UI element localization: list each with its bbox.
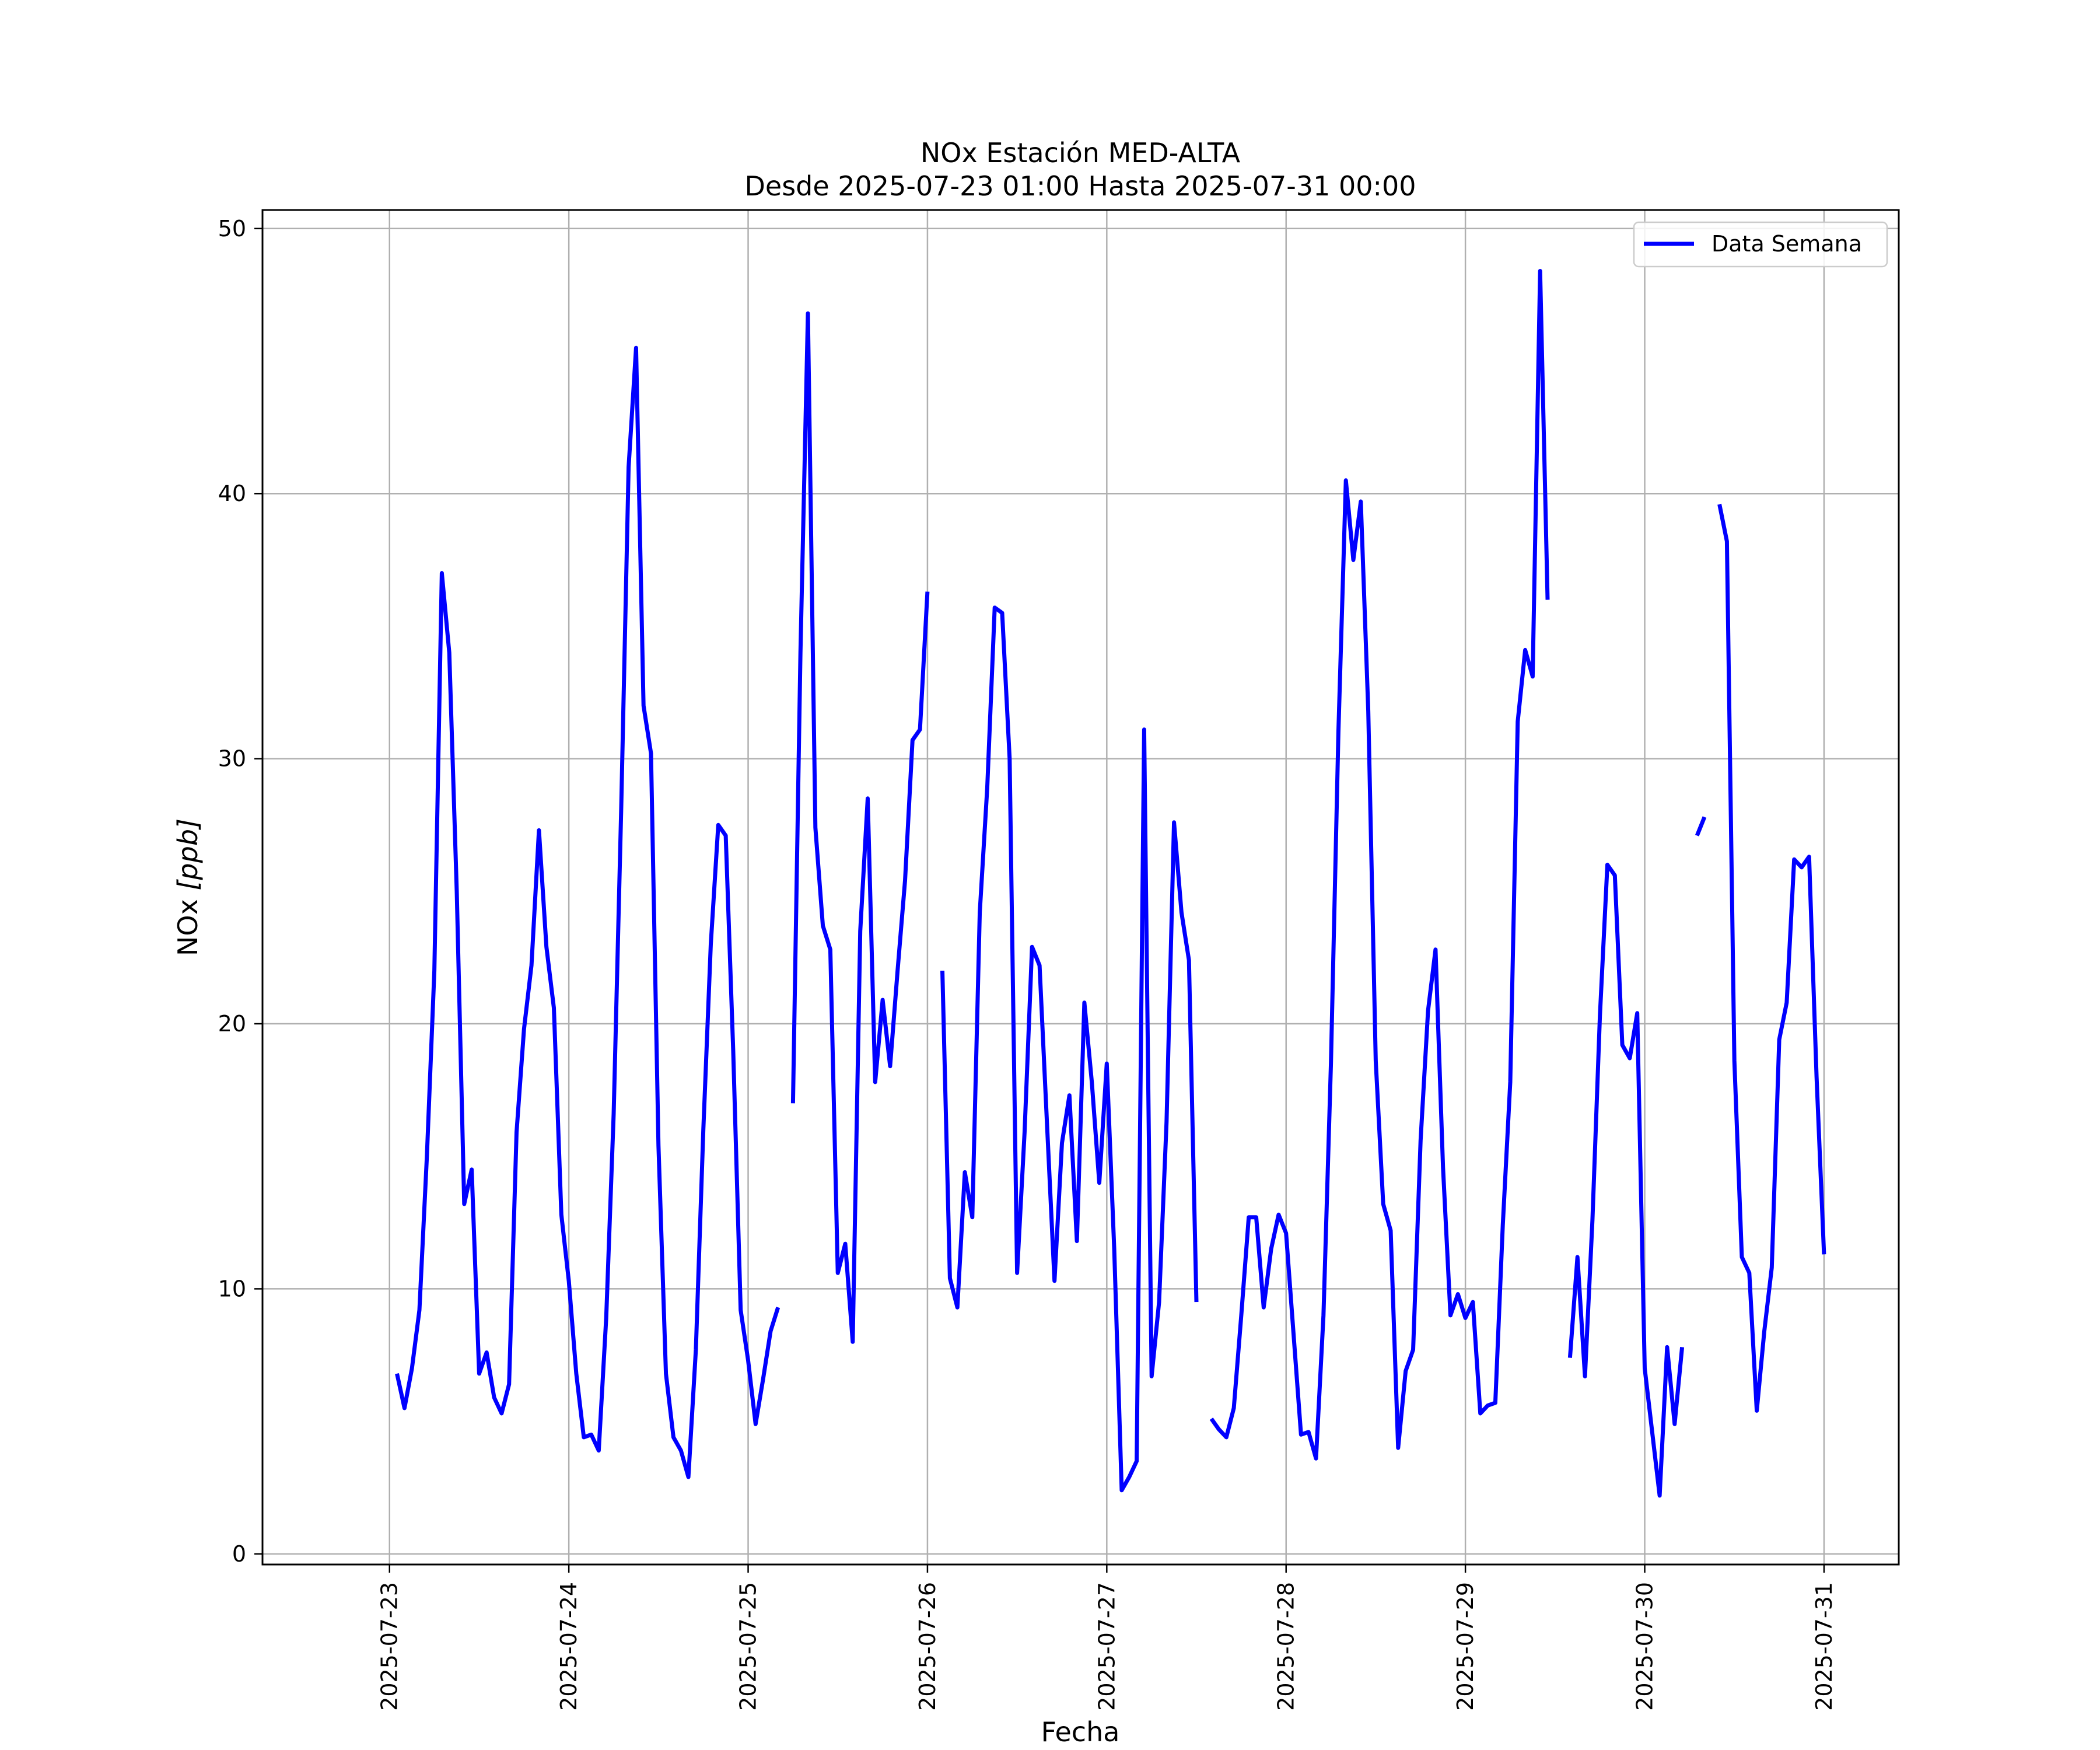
- axis-ticks: 2025-07-23 2025-07-24 2025-07-25 2025-07-26…: [218, 216, 1837, 1711]
- y-axis-label-main: NOx: [172, 891, 204, 956]
- x-tick-label: 2025-07-27: [1094, 1582, 1119, 1711]
- plot-area-frame: [261, 209, 1900, 1566]
- series-line-segment: [1717, 503, 1826, 1413]
- x-tick-label: 2025-07-29: [1452, 1582, 1478, 1711]
- grid-lines: [262, 210, 1899, 1564]
- x-tick-label: 2025-07-23: [377, 1582, 402, 1711]
- series-line-segment: [940, 606, 1199, 1493]
- x-tick-label: 2025-07-28: [1273, 1582, 1299, 1711]
- y-tick-label: 50: [218, 216, 246, 242]
- series-line-segment: [1209, 269, 1550, 1461]
- series-line-segment: [395, 345, 780, 1479]
- chart-subtitle: Desde 2025-07-23 01:00 Hasta 2025-07-31 …: [744, 170, 1416, 202]
- x-tick-label: 2025-07-25: [736, 1582, 761, 1711]
- x-tick-label: 2025-07-26: [915, 1582, 940, 1711]
- legend: Data Semana: [1633, 221, 1888, 268]
- y-tick-label: 30: [218, 746, 246, 772]
- legend-box: [1633, 221, 1888, 268]
- series-lines: [395, 269, 1826, 1498]
- x-axis-label: Fecha: [1041, 1716, 1120, 1748]
- y-axis-label: NOx [ppb]: [172, 818, 204, 956]
- y-axis-label-unit: [ppb]: [172, 818, 204, 891]
- series-line-segment: [1567, 862, 1685, 1498]
- y-tick-label: 20: [218, 1011, 246, 1037]
- y-tick-label: 10: [218, 1276, 246, 1301]
- series-line-segment: [790, 311, 930, 1344]
- chart-title: NOx Estación MED-ALTA: [921, 137, 1241, 169]
- x-tick-label: 2025-07-31: [1811, 1582, 1837, 1711]
- x-tick-label: 2025-07-24: [556, 1582, 582, 1711]
- legend-label: Data Semana: [1712, 231, 1862, 257]
- y-tick-label: 0: [232, 1541, 246, 1567]
- y-tick-label: 40: [218, 481, 246, 506]
- series-line-segment: [1695, 816, 1707, 836]
- x-tick-label: 2025-07-30: [1632, 1582, 1658, 1711]
